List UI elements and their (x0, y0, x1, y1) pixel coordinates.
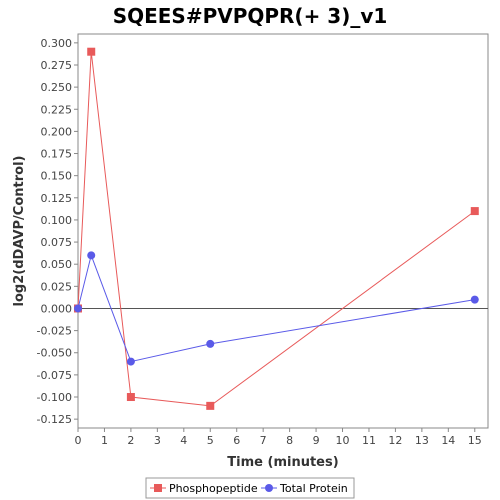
x-tick-label: 2 (127, 434, 134, 447)
y-tick-label: 0.200 (41, 125, 73, 138)
y-tick-label: 0.050 (41, 258, 73, 271)
y-tick-label: 0.300 (41, 37, 73, 50)
y-tick-label: 0.275 (41, 59, 73, 72)
legend-item-total-protein: Total Protein (261, 482, 348, 495)
data-point-phosphopeptide (126, 393, 135, 402)
y-tick-label: -0.075 (37, 369, 72, 382)
chart-title: SQEES#PVPQPR(+ 3)_v1 (113, 4, 388, 28)
y-tick-label: -0.100 (37, 391, 72, 404)
x-tick-label: 1 (101, 434, 108, 447)
legend-marker-circle (265, 484, 273, 492)
x-tick-label: 7 (260, 434, 267, 447)
legend-item-phosphopeptide: Phosphopeptide (150, 482, 258, 495)
x-tick-label: 11 (362, 434, 376, 447)
legend-label-phosphopeptide: Phosphopeptide (169, 482, 258, 495)
legend: Phosphopeptide Total Protein (145, 477, 355, 499)
data-point-phosphopeptide (470, 207, 479, 216)
legend-box (145, 477, 355, 499)
y-tick-label: -0.125 (37, 413, 72, 426)
y-tick-label: -0.050 (37, 347, 72, 360)
data-point-total-protein (206, 339, 215, 348)
y-tick-label: 0.175 (41, 148, 73, 161)
x-axis: 0 1 2 3 4 5 6 7 8 9 10 11 12 13 14 15 (75, 428, 482, 447)
x-tick-label: 10 (336, 434, 350, 447)
plot-area (77, 33, 489, 429)
x-tick-label: 13 (415, 434, 429, 447)
data-point-total-protein (126, 357, 135, 366)
x-tick-label: 6 (233, 434, 240, 447)
y-tick-label: 0.075 (41, 236, 73, 249)
y-axis: -0.125 -0.100 -0.075 -0.050 -0.025 0.000 0.025… (37, 37, 78, 426)
y-tick-label: 0.025 (41, 280, 73, 293)
legend-label-total-protein: Total Protein (279, 482, 348, 495)
y-tick-label: 0.125 (41, 192, 73, 205)
x-axis-label: Time (minutes) (227, 455, 338, 470)
x-tick-label: 4 (180, 434, 187, 447)
data-point-phosphopeptide (206, 401, 215, 410)
y-tick-label: 0.100 (41, 214, 73, 227)
x-tick-label: 14 (441, 434, 455, 447)
data-point-total-protein (470, 295, 479, 304)
y-tick-label: 0.150 (41, 170, 73, 183)
data-point-total-protein (87, 251, 96, 260)
series-layer (74, 47, 479, 410)
legend-marker-square (154, 484, 162, 492)
x-tick-label: 0 (75, 434, 82, 447)
y-tick-label: 0.000 (41, 302, 73, 315)
x-tick-label: 5 (207, 434, 214, 447)
y-tick-label: 0.225 (41, 103, 73, 116)
y-tick-label: 0.250 (41, 81, 73, 94)
x-tick-label: 8 (286, 434, 293, 447)
x-tick-label: 9 (313, 434, 320, 447)
data-point-phosphopeptide (87, 47, 96, 56)
x-tick-label: 3 (154, 434, 161, 447)
x-tick-label: 15 (468, 434, 482, 447)
data-point-total-protein (74, 304, 82, 313)
x-tick-label: 12 (388, 434, 402, 447)
y-axis-label: log2(dDAVP/Control) (12, 156, 27, 307)
y-tick-label: -0.025 (37, 325, 72, 338)
